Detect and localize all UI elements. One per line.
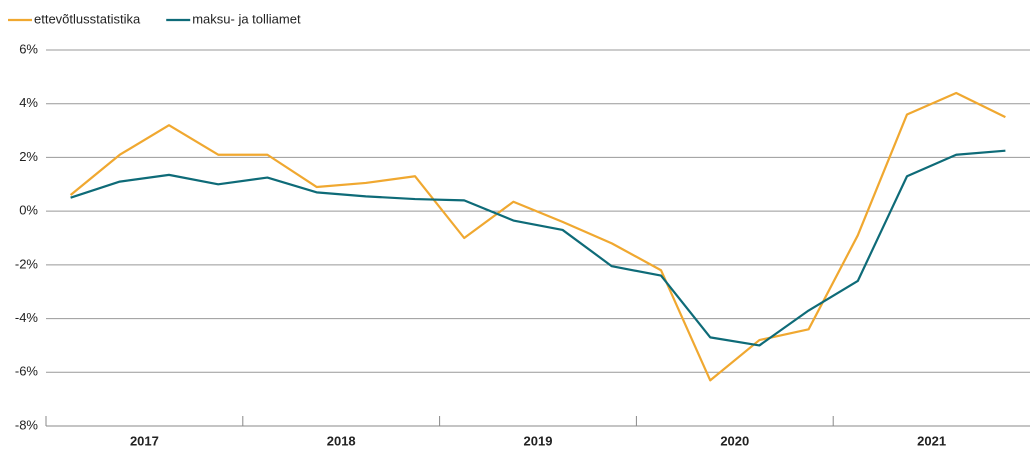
y-tick-label: 0% (19, 203, 38, 218)
legend-label: ettevõtlusstatistika (34, 11, 141, 26)
y-tick-label: 2% (19, 149, 38, 164)
legend-label: maksu- ja tolliamet (192, 11, 301, 26)
series-line (69, 91, 1006, 382)
x-tick-label: 2018 (327, 433, 356, 448)
x-tick-label: 2017 (130, 433, 159, 448)
x-tick-label: 2021 (917, 433, 946, 448)
x-tick-label: 2019 (524, 433, 553, 448)
y-tick-label: -2% (15, 256, 39, 271)
series-line (70, 149, 1006, 347)
y-tick-label: -8% (15, 417, 39, 432)
y-tick-label: 4% (19, 95, 38, 110)
y-tick-label: -4% (15, 310, 39, 325)
y-tick-label: 6% (19, 41, 38, 56)
y-tick-label: -6% (15, 364, 39, 379)
x-tick-label: 2020 (720, 433, 749, 448)
